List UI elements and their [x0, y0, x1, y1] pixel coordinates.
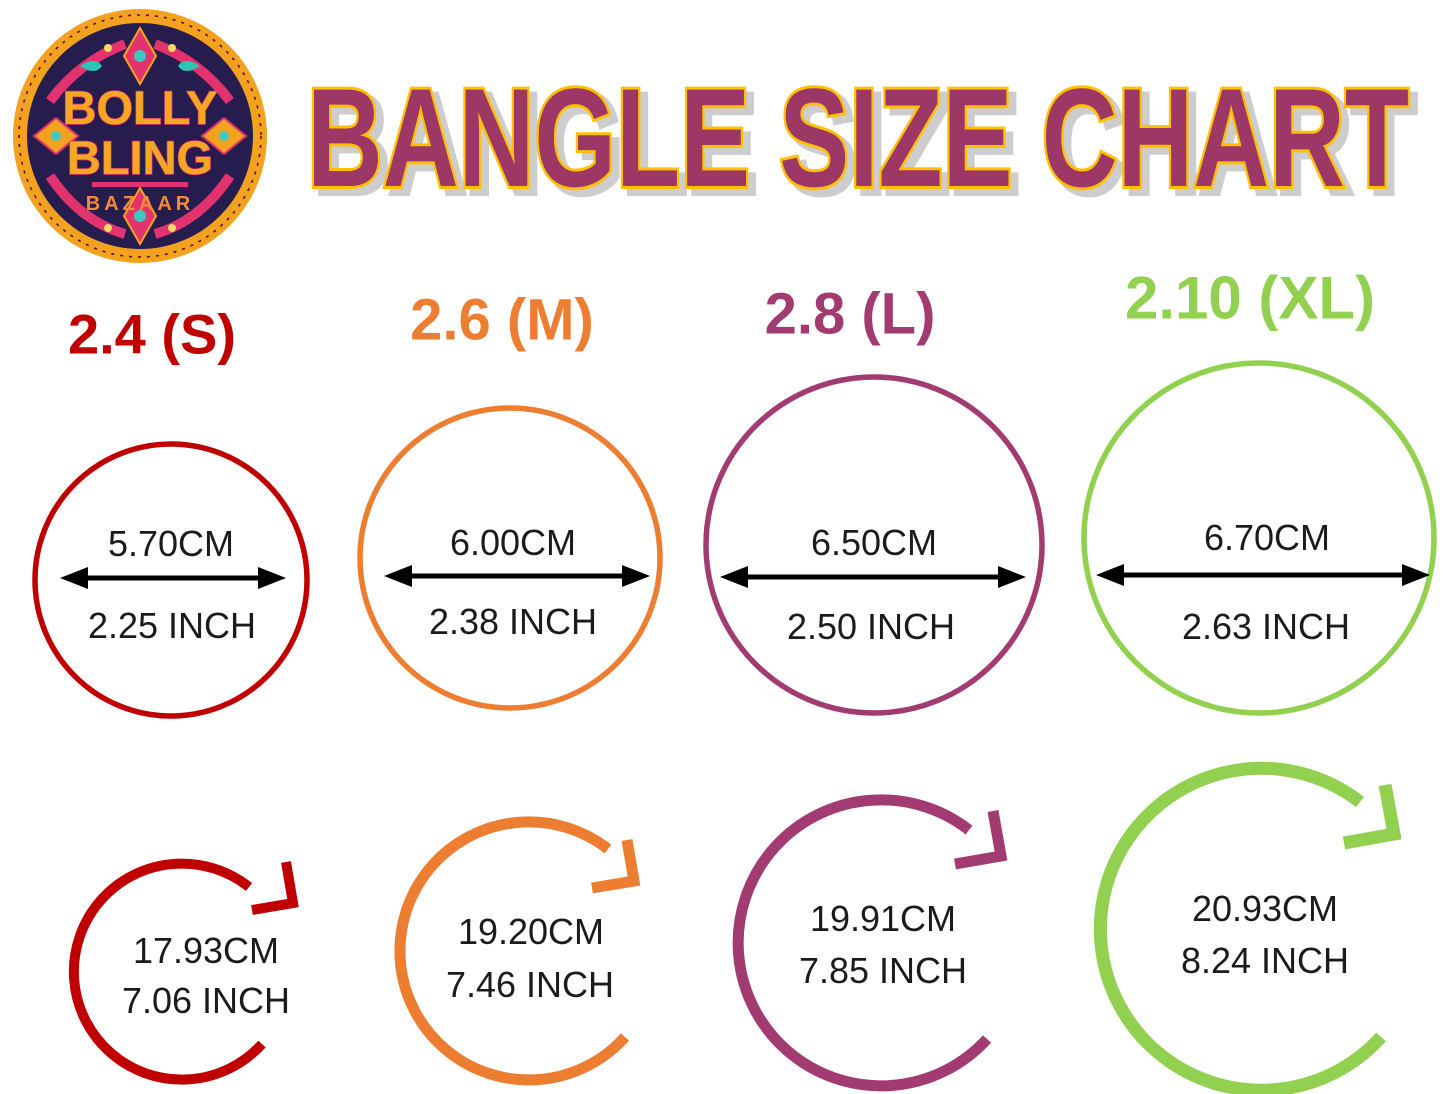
circumference-arrow-small — [68, 858, 299, 1085]
logo-diamond-bottom-gem — [134, 210, 146, 222]
logo-dot — [104, 44, 112, 52]
page-title: BANGLE SIZE CHART BANGLE SIZE CHART — [304, 56, 1420, 226]
logo-dotted-ring — [18, 14, 262, 258]
size-label-small: 2.4 (S) — [67, 302, 237, 366]
circumference-inch-small: 7.06 INCH — [121, 980, 291, 1021]
circumference-cm-xlarge: 20.93CM — [1191, 888, 1339, 929]
logo-banner — [92, 182, 188, 187]
circumference-arrow-medium — [394, 816, 641, 1086]
bolly-bling-bazaar-logo: BOLLY BLING BAZAAR — [13, 9, 267, 263]
circumference-arrow-large — [732, 794, 1008, 1092]
logo-dot — [168, 44, 176, 52]
circumference-inch-xlarge: 8.24 INCH — [1180, 940, 1350, 981]
diameter-arrow-large — [720, 566, 1026, 588]
circumference-cm-medium: 19.20CM — [457, 911, 605, 952]
logo-word-bolly: BOLLY — [63, 81, 218, 134]
circumference-inch-medium: 7.46 INCH — [445, 964, 615, 1005]
diameter-cm-small: 5.70CM — [107, 523, 235, 564]
page-title-text: BANGLE SIZE CHART — [307, 59, 1409, 216]
logo-ornament-arc — [45, 173, 127, 239]
logo-diamond-right-gem — [219, 131, 229, 141]
logo-dot — [104, 224, 112, 232]
diameter-inch-xlarge: 2.63 INCH — [1181, 606, 1351, 647]
circumference-arrow-xlarge — [1093, 761, 1402, 1094]
circumference-inch-large: 7.85 INCH — [798, 950, 968, 991]
size-label-xlarge: 2.10 (XL) — [1124, 264, 1376, 332]
diameter-circle-medium — [357, 405, 663, 711]
diameter-circle-large — [703, 374, 1045, 716]
diameter-cm-medium: 6.00CM — [449, 522, 577, 563]
logo-leaf — [80, 61, 102, 71]
size-label-large: 2.8 (L) — [764, 281, 936, 347]
diameter-cm-large: 6.50CM — [810, 522, 938, 563]
logo-leaf — [178, 61, 200, 71]
diameter-circle-xlarge — [1081, 360, 1437, 716]
size-label-medium: 2.6 (M) — [410, 287, 594, 353]
logo-ornament-arc — [153, 173, 235, 239]
diameter-inch-large: 2.50 INCH — [786, 606, 956, 647]
circumference-cm-small: 17.93CM — [132, 930, 280, 971]
circumference-cm-large: 19.91CM — [809, 898, 957, 939]
diameter-cm-xlarge: 6.70CM — [1203, 517, 1331, 558]
diameter-arrow-small — [60, 567, 286, 589]
logo-diamond-top-gem — [134, 50, 146, 62]
page-title-shadow: BANGLE SIZE CHART — [314, 65, 1416, 222]
diameter-inch-small: 2.25 INCH — [87, 605, 257, 646]
diameter-arrow-xlarge — [1096, 564, 1430, 586]
diameter-inch-medium: 2.38 INCH — [428, 601, 598, 642]
diameter-circle-small — [32, 441, 310, 719]
logo-dot — [168, 224, 176, 232]
diameter-arrow-medium — [384, 565, 650, 587]
logo-word-bling: BLING — [67, 131, 213, 184]
logo-inner-disc — [27, 23, 253, 249]
logo-diamond-left-gem — [51, 131, 61, 141]
logo-word-bazaar: BAZAAR — [86, 193, 194, 215]
